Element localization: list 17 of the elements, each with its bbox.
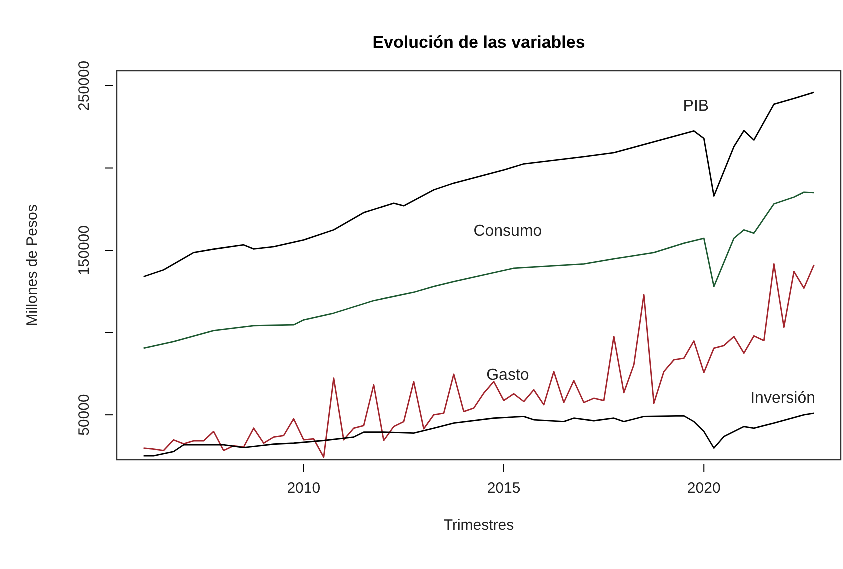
line-series bbox=[143, 412, 815, 457]
line-series bbox=[143, 263, 815, 458]
x-tick-label: 2010 bbox=[287, 480, 321, 497]
y-tick-label: 150000 bbox=[76, 225, 93, 276]
line-series bbox=[143, 92, 815, 278]
series-label: PIB bbox=[683, 98, 710, 115]
y-axis-title: Millones de Pesos bbox=[24, 204, 41, 326]
x-tick-label: 2020 bbox=[687, 480, 721, 497]
series-label: Gasto bbox=[486, 367, 530, 384]
line-series bbox=[143, 192, 815, 350]
x-axis-title: Trimestres bbox=[444, 517, 514, 534]
y-tick-label: 50000 bbox=[76, 394, 93, 436]
chart-title: Evolución de las variables bbox=[372, 33, 586, 52]
y-tick-label: 250000 bbox=[76, 60, 93, 112]
series-label: Inversión bbox=[750, 390, 816, 407]
x-tick-label: 2015 bbox=[487, 480, 521, 497]
series-label: Consumo bbox=[474, 222, 542, 240]
